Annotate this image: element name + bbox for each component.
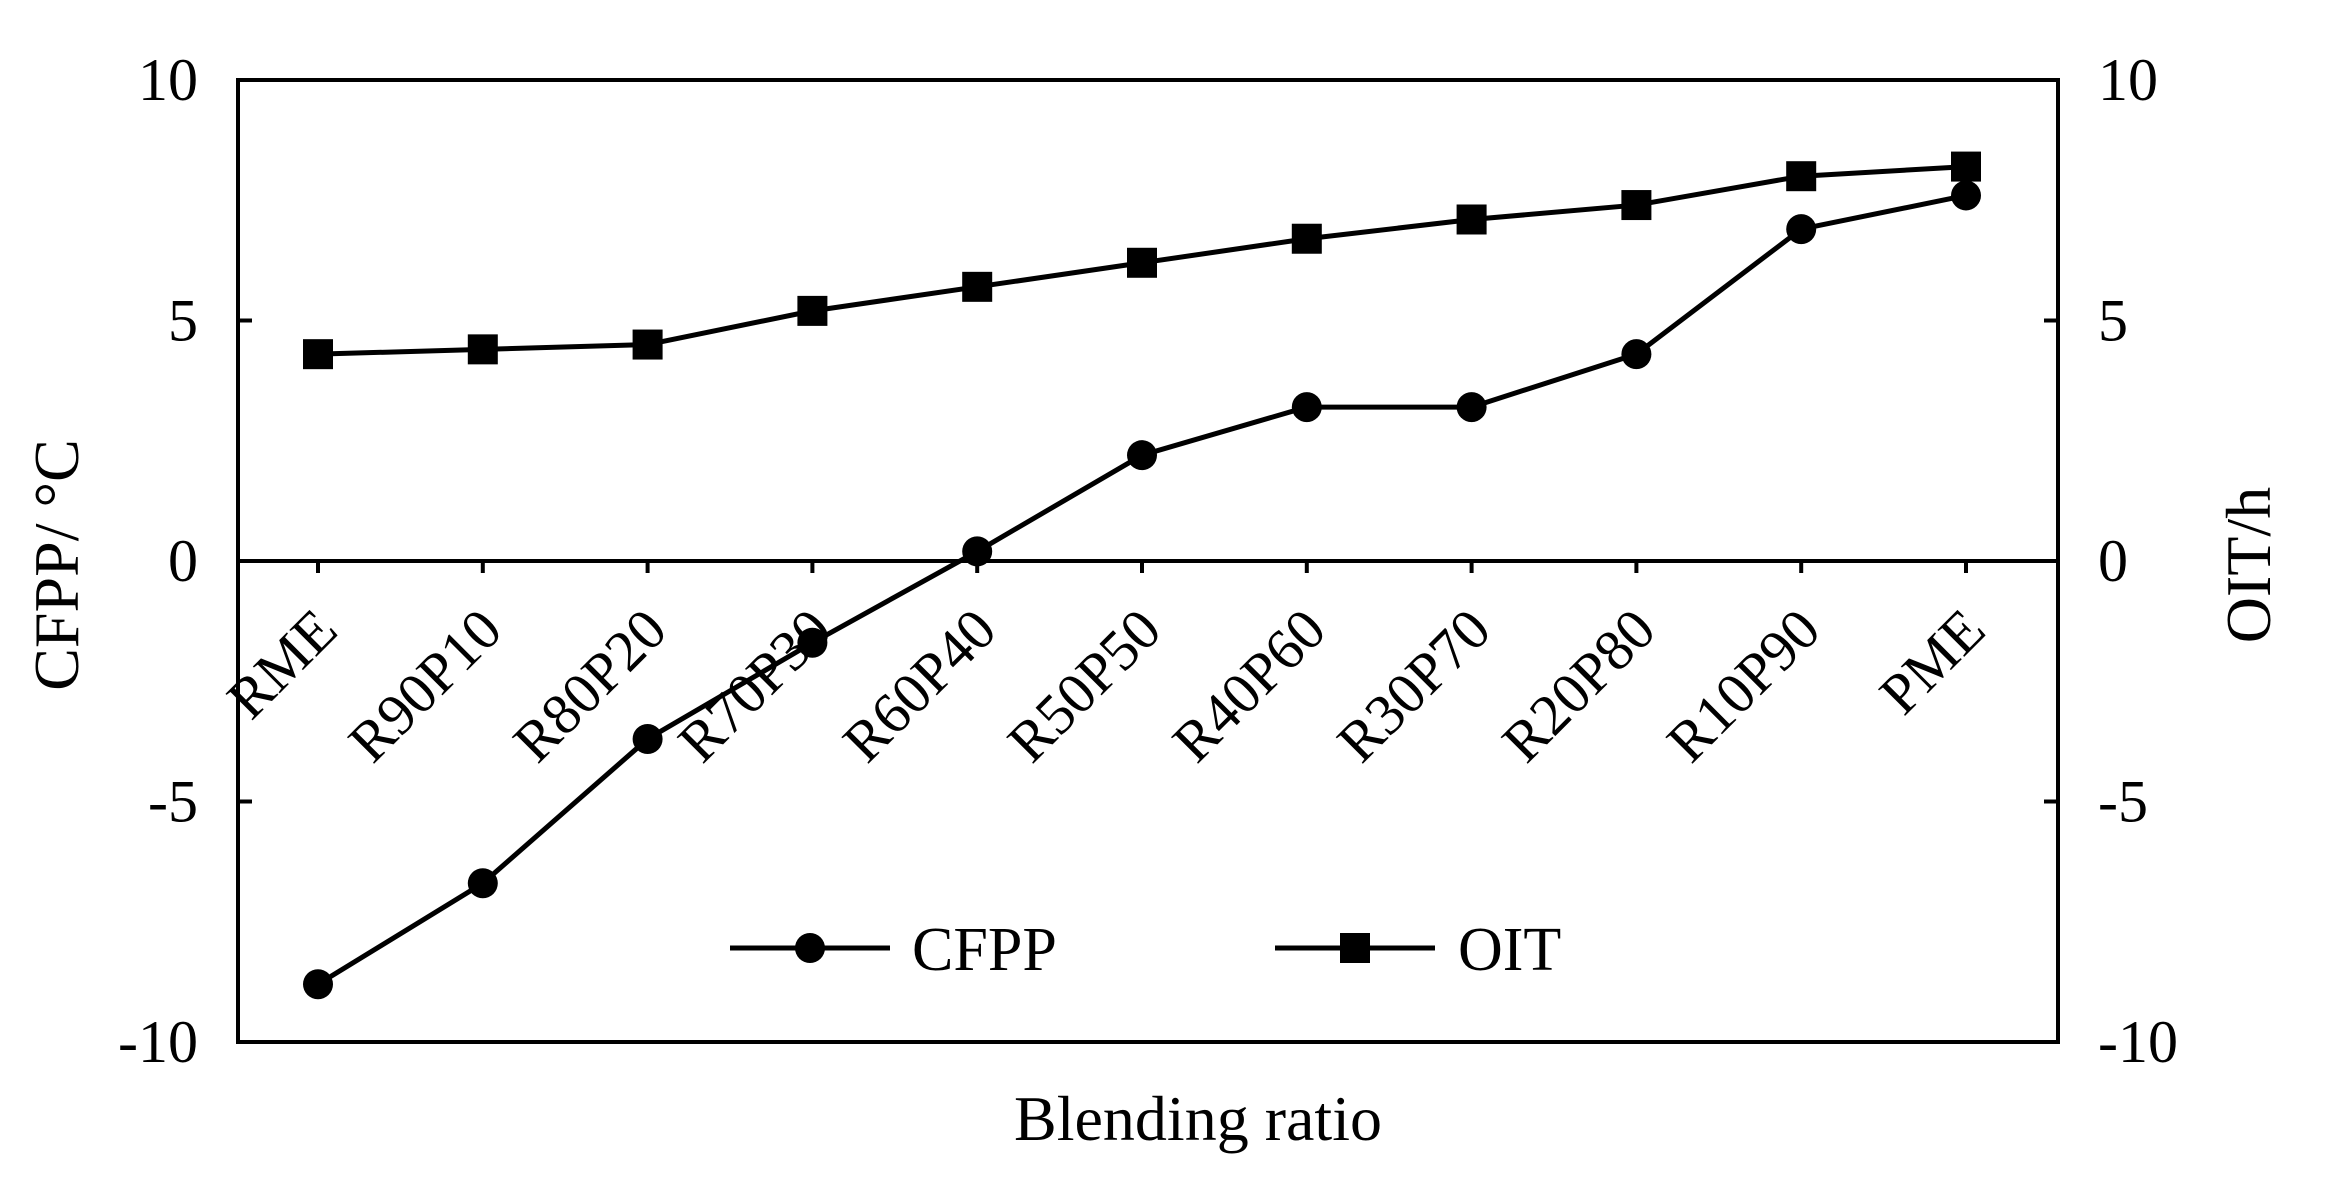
legend-item-cfpp: CFPP bbox=[730, 916, 1057, 984]
cfpp-point bbox=[1786, 214, 1817, 245]
axes bbox=[236, 78, 2060, 1044]
cfpp-point bbox=[1621, 339, 1652, 370]
x-category-label: R40P60 bbox=[1160, 596, 1338, 774]
y-tick-label: 5 bbox=[168, 288, 198, 354]
oit-point bbox=[797, 295, 828, 326]
oit-point bbox=[962, 271, 993, 302]
y-tick-label: -10 bbox=[118, 1009, 198, 1075]
series bbox=[303, 151, 1981, 1000]
category-labels: RMER90P10R80P20R70P30R60P40R50P50R40P60R… bbox=[214, 596, 1997, 774]
y2-tick-label: 0 bbox=[2098, 528, 2128, 594]
cfpp-point bbox=[1291, 392, 1322, 423]
series-oit bbox=[303, 151, 1981, 370]
legend-item-oit: OIT bbox=[1275, 916, 1561, 984]
y-tick-label: 10 bbox=[138, 47, 198, 113]
cfpp-point bbox=[632, 723, 663, 754]
x-category-label: R70P30 bbox=[665, 596, 843, 774]
y2-tick-label: -10 bbox=[2098, 1009, 2178, 1075]
x-category-label: R60P40 bbox=[830, 596, 1008, 774]
legend: CFPP OIT bbox=[730, 916, 1561, 984]
oit-point bbox=[1621, 190, 1652, 221]
oit-point bbox=[467, 334, 498, 365]
y2-axis-title: OIT/h bbox=[2213, 487, 2284, 643]
oit-point bbox=[1786, 161, 1817, 192]
y-tick-label: 0 bbox=[168, 528, 198, 594]
x-category-label: RME bbox=[214, 596, 349, 731]
y2-tick-label: 5 bbox=[2098, 288, 2128, 354]
x-category-label: R10P90 bbox=[1654, 596, 1832, 774]
x-category-label: R50P50 bbox=[995, 596, 1173, 774]
cfpp-point bbox=[1456, 392, 1487, 423]
y2-tick-label: 10 bbox=[2098, 47, 2158, 113]
oit-point bbox=[303, 339, 333, 370]
y-axis-title: CFPP/ °C bbox=[21, 439, 92, 691]
cfpp-line bbox=[316, 192, 1967, 987]
oit-point bbox=[632, 329, 663, 360]
cfpp-point bbox=[467, 868, 498, 899]
legend-label: OIT bbox=[1458, 916, 1561, 984]
legend-label: CFPP bbox=[912, 916, 1057, 984]
cfpp-point bbox=[1127, 440, 1157, 471]
cfpp-point bbox=[962, 536, 993, 567]
oit-point bbox=[1291, 223, 1322, 254]
legend-marker bbox=[1340, 933, 1370, 963]
oit-point bbox=[1951, 151, 1981, 182]
y2-tick-label: -5 bbox=[2098, 769, 2148, 835]
cfpp-point bbox=[303, 969, 333, 1000]
legend-marker bbox=[795, 933, 825, 963]
x-category-label: PME bbox=[1867, 596, 1997, 726]
oit-point bbox=[1456, 204, 1487, 235]
series-cfpp bbox=[303, 180, 1981, 1000]
cfpp-point bbox=[1951, 180, 1981, 211]
y-tick-label: -5 bbox=[148, 769, 198, 835]
oit-point bbox=[1127, 247, 1157, 278]
x-axis-title: Blending ratio bbox=[1014, 1083, 1382, 1154]
x-category-label: R30P70 bbox=[1325, 596, 1503, 774]
x-category-label: R20P80 bbox=[1489, 596, 1667, 774]
cfpp-point bbox=[797, 627, 828, 658]
x-category-label: R90P10 bbox=[336, 596, 514, 774]
tick-marks: -10 -5 0 5 10 -10 -5 0 5 10 bbox=[118, 47, 2178, 1075]
